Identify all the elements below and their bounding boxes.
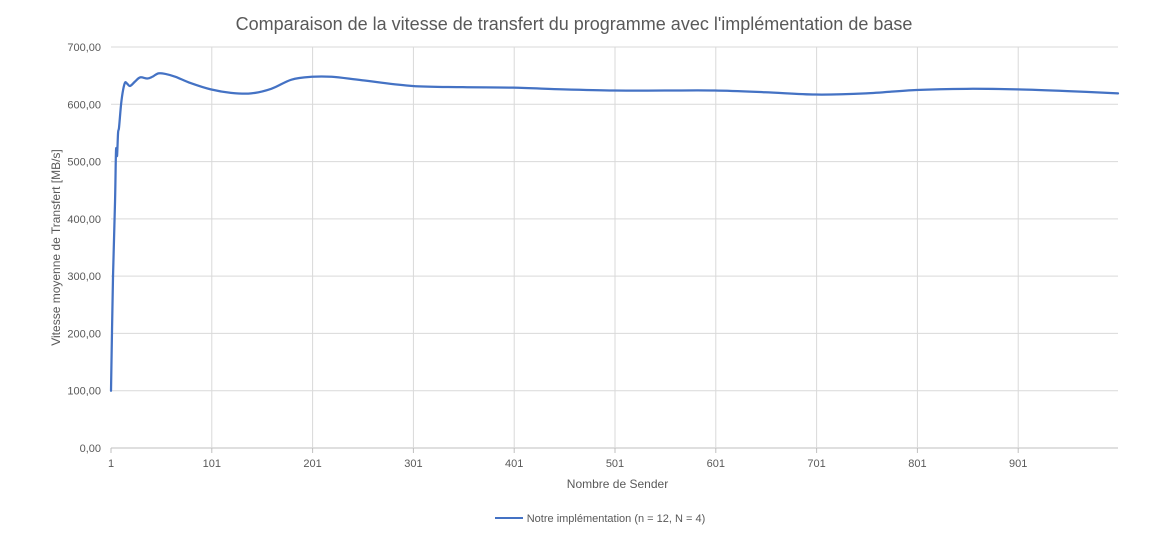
x-tick-label: 901 bbox=[1009, 458, 1027, 470]
legend-series-label: Notre implémentation (n = 12, N = 4) bbox=[526, 513, 706, 525]
y-tick-label: 700,00 bbox=[67, 42, 101, 54]
chart-title: Comparaison de la vitesse de transfert d… bbox=[235, 14, 913, 34]
y-tick-label: 500,00 bbox=[67, 157, 101, 169]
legend-series-swatch bbox=[494, 517, 523, 520]
y-axis-title: Vitesse moyenne de Transfert [MB/s] bbox=[49, 149, 63, 346]
x-tick-label: 701 bbox=[807, 458, 825, 470]
y-tick-label: 600,00 bbox=[67, 99, 101, 111]
x-tick-label: 201 bbox=[303, 458, 321, 470]
y-tick-label: 200,00 bbox=[67, 328, 101, 340]
x-tick-label: 301 bbox=[404, 458, 422, 470]
legend: Notre implémentation (n = 12, N = 4) bbox=[0, 513, 1175, 525]
x-tick-label: 501 bbox=[606, 458, 624, 470]
y-tick-label: 400,00 bbox=[67, 214, 101, 226]
x-tick-label: 1 bbox=[108, 458, 114, 470]
x-tick-label: 401 bbox=[505, 458, 523, 470]
x-axis-title: Nombre de Sender bbox=[567, 477, 668, 491]
x-tick-label: 601 bbox=[707, 458, 725, 470]
x-tick-label: 801 bbox=[908, 458, 926, 470]
y-tick-label: 300,00 bbox=[67, 271, 101, 283]
x-tick-label: 101 bbox=[203, 458, 221, 470]
y-tick-label: 100,00 bbox=[67, 386, 101, 398]
y-tick-label: 0,00 bbox=[80, 443, 101, 455]
series-line-0 bbox=[109, 72, 1120, 392]
